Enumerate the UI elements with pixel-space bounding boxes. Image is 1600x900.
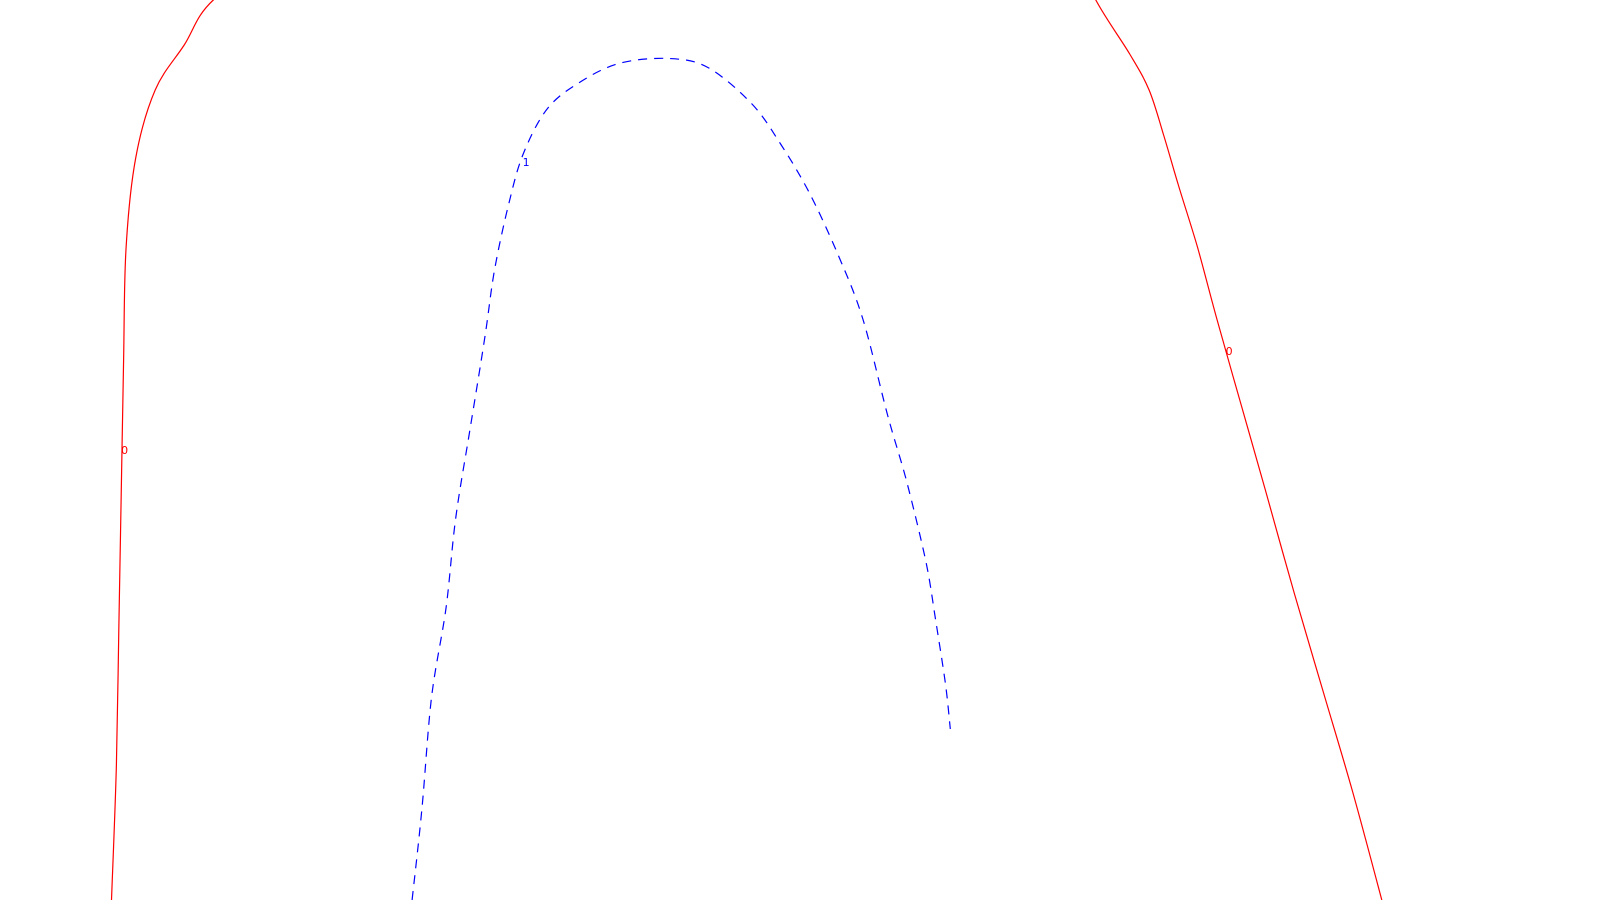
contour-label-level-0: 0 <box>1226 345 1233 358</box>
contour-label-level-1: 1 <box>523 156 530 169</box>
contour-line-level-1 <box>411 57 951 900</box>
contour-line-level-0 <box>110 0 1383 900</box>
contour-label-level-0: 0 <box>121 444 128 457</box>
